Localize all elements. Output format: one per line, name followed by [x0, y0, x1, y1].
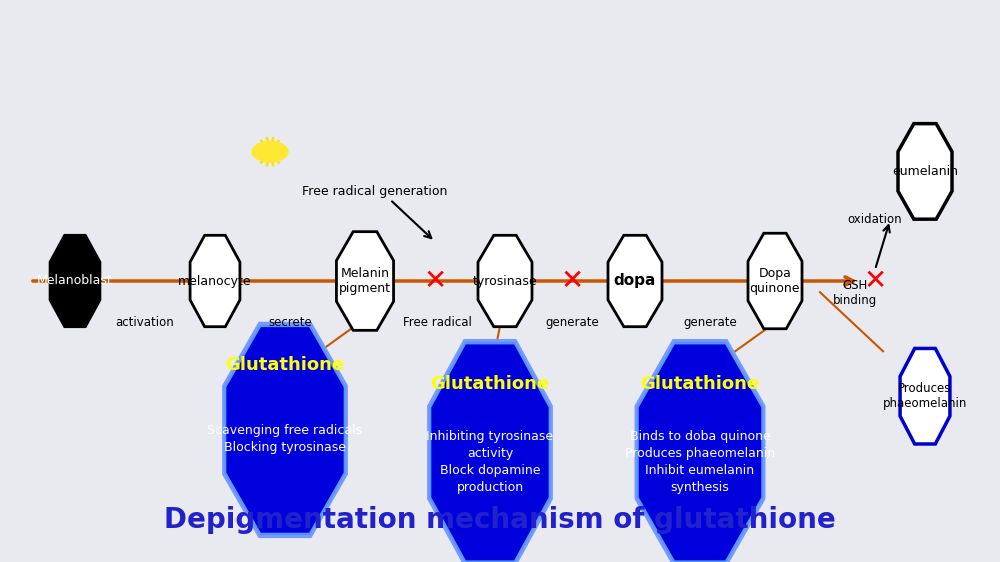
- Polygon shape: [636, 341, 764, 562]
- Polygon shape: [900, 348, 950, 444]
- Polygon shape: [898, 124, 952, 219]
- Text: dopa: dopa: [614, 274, 656, 288]
- Polygon shape: [608, 235, 662, 327]
- Text: Produces
phaeomelanin: Produces phaeomelanin: [883, 382, 967, 410]
- Polygon shape: [225, 326, 345, 534]
- Text: Glutathione: Glutathione: [640, 375, 760, 393]
- Text: ✕: ✕: [863, 267, 887, 295]
- Text: oxidation: oxidation: [848, 212, 902, 226]
- Polygon shape: [224, 324, 346, 536]
- Text: generate: generate: [683, 315, 737, 329]
- Text: Binds to doba quinone
Produces phaeomelanin
Inhibit eumelanin
synthesis: Binds to doba quinone Produces phaeomela…: [625, 430, 775, 494]
- Text: Glutathione: Glutathione: [225, 356, 345, 374]
- Polygon shape: [748, 233, 802, 329]
- Polygon shape: [430, 343, 550, 561]
- Polygon shape: [638, 343, 762, 561]
- Text: secrete: secrete: [268, 315, 312, 329]
- Polygon shape: [50, 235, 100, 327]
- Text: generate: generate: [545, 315, 599, 329]
- Polygon shape: [478, 235, 532, 327]
- Polygon shape: [190, 235, 240, 327]
- Polygon shape: [429, 341, 551, 562]
- Text: Melanoblast: Melanoblast: [37, 274, 113, 288]
- Text: Depigmentation mechanism of glutathione: Depigmentation mechanism of glutathione: [164, 506, 836, 534]
- Text: tyrosinase: tyrosinase: [473, 274, 537, 288]
- Circle shape: [252, 142, 288, 162]
- Text: ✕: ✕: [560, 267, 584, 295]
- Text: ✕: ✕: [423, 267, 447, 295]
- Text: Scavenging free radicals
Blocking tyrosinase: Scavenging free radicals Blocking tyrosi…: [207, 424, 363, 454]
- Polygon shape: [336, 232, 394, 330]
- Text: eumelanin: eumelanin: [892, 165, 958, 178]
- Text: Melanin
pigment: Melanin pigment: [339, 267, 391, 295]
- Text: melanocyte: melanocyte: [178, 274, 252, 288]
- Text: Free radical: Free radical: [403, 315, 471, 329]
- Text: Free radical generation: Free radical generation: [302, 184, 448, 198]
- Text: Inhibiting tyrosinase
activity
Block dopamine
production: Inhibiting tyrosinase activity Block dop…: [426, 430, 554, 494]
- Text: GSH
binding: GSH binding: [833, 279, 877, 307]
- Text: activation: activation: [116, 315, 174, 329]
- Text: Dopa
quinone: Dopa quinone: [750, 267, 800, 295]
- Text: Glutathione: Glutathione: [430, 375, 550, 393]
